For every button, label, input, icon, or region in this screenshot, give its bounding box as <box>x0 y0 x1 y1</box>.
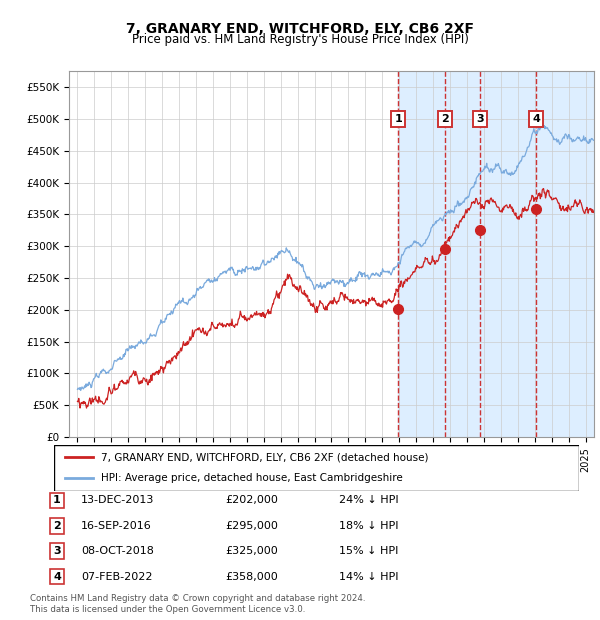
Text: 13-DEC-2013: 13-DEC-2013 <box>81 495 154 505</box>
Text: £325,000: £325,000 <box>225 546 278 556</box>
Text: 2: 2 <box>441 114 449 124</box>
Text: 14% ↓ HPI: 14% ↓ HPI <box>339 572 398 582</box>
Text: £295,000: £295,000 <box>225 521 278 531</box>
Text: Contains HM Land Registry data © Crown copyright and database right 2024.: Contains HM Land Registry data © Crown c… <box>30 593 365 603</box>
Text: 3: 3 <box>53 546 61 556</box>
Text: 16-SEP-2016: 16-SEP-2016 <box>81 521 152 531</box>
Text: This data is licensed under the Open Government Licence v3.0.: This data is licensed under the Open Gov… <box>30 604 305 614</box>
Text: HPI: Average price, detached house, East Cambridgeshire: HPI: Average price, detached house, East… <box>101 474 403 484</box>
Text: 24% ↓ HPI: 24% ↓ HPI <box>339 495 398 505</box>
Text: Price paid vs. HM Land Registry's House Price Index (HPI): Price paid vs. HM Land Registry's House … <box>131 33 469 46</box>
Text: 2: 2 <box>53 521 61 531</box>
Text: 18% ↓ HPI: 18% ↓ HPI <box>339 521 398 531</box>
Text: 1: 1 <box>53 495 61 505</box>
Text: 7, GRANARY END, WITCHFORD, ELY, CB6 2XF: 7, GRANARY END, WITCHFORD, ELY, CB6 2XF <box>126 22 474 36</box>
Text: 7, GRANARY END, WITCHFORD, ELY, CB6 2XF (detached house): 7, GRANARY END, WITCHFORD, ELY, CB6 2XF … <box>101 452 429 462</box>
Text: £202,000: £202,000 <box>225 495 278 505</box>
Bar <box>398 71 594 437</box>
Text: 4: 4 <box>53 572 61 582</box>
FancyBboxPatch shape <box>54 445 579 491</box>
Text: 3: 3 <box>476 114 484 124</box>
Text: 4: 4 <box>532 114 541 124</box>
Text: 15% ↓ HPI: 15% ↓ HPI <box>339 546 398 556</box>
Text: £358,000: £358,000 <box>225 572 278 582</box>
Text: 08-OCT-2018: 08-OCT-2018 <box>81 546 154 556</box>
Text: 1: 1 <box>395 114 402 124</box>
Text: 07-FEB-2022: 07-FEB-2022 <box>81 572 152 582</box>
